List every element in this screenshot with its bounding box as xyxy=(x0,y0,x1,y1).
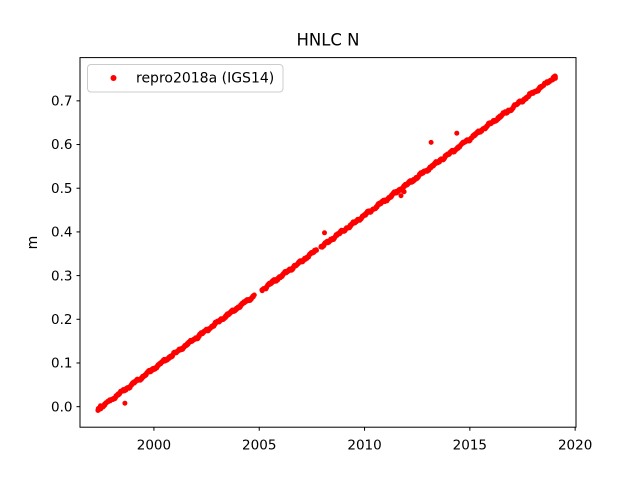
y-tick-label: 0.4 xyxy=(51,225,72,241)
scatter-series xyxy=(95,73,558,413)
y-tick-label: 0.0 xyxy=(51,399,72,415)
x-axis-ticks: 2000 2005 2010 2015 2020 xyxy=(137,427,592,454)
x-tick-label: 2020 xyxy=(558,438,592,454)
legend: repro2018a (IGS14) xyxy=(87,64,284,93)
y-axis-ticks: 0.0 0.1 0.2 0.3 0.4 0.5 0.6 0.7 xyxy=(51,94,80,415)
legend-marker-icon xyxy=(110,75,117,81)
x-tick-label: 2005 xyxy=(242,438,276,454)
y-tick-label: 0.6 xyxy=(51,137,72,153)
y-tick-label: 0.1 xyxy=(51,356,72,372)
legend-label: repro2018a (IGS14) xyxy=(136,71,274,87)
y-tick-label: 0.3 xyxy=(51,268,72,284)
y-axis-label: m xyxy=(25,236,41,250)
chart-title: HNLC N xyxy=(296,31,359,50)
y-tick-label: 0.2 xyxy=(51,312,72,328)
data-points xyxy=(95,73,558,413)
x-tick-label: 2015 xyxy=(453,438,487,454)
legend-frame xyxy=(87,64,284,93)
x-tick-label: 2010 xyxy=(347,438,381,454)
y-tick-label: 0.5 xyxy=(51,181,72,197)
plot-area-frame xyxy=(79,57,577,428)
x-tick-label: 2000 xyxy=(137,438,171,454)
y-tick-label: 0.7 xyxy=(51,94,72,110)
